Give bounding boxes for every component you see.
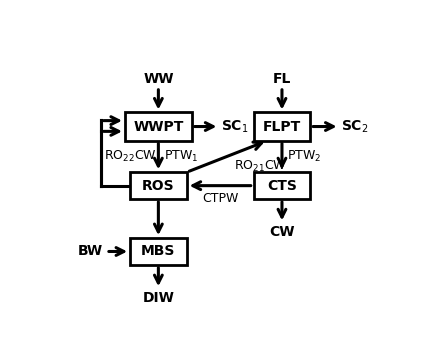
Bar: [254, 172, 310, 199]
Text: CTPW: CTPW: [202, 192, 238, 205]
Bar: [130, 238, 187, 265]
Bar: [130, 172, 187, 199]
Text: CTS: CTS: [267, 179, 297, 193]
Text: SC$_1$: SC$_1$: [221, 118, 249, 135]
Text: WW: WW: [143, 72, 174, 86]
Text: PTW$_1$: PTW$_1$: [163, 149, 198, 164]
Text: RO$_{21}$CW: RO$_{21}$CW: [234, 159, 287, 174]
Text: DIW: DIW: [143, 291, 174, 305]
Text: FL: FL: [273, 72, 291, 86]
Bar: [254, 112, 310, 141]
Bar: [125, 112, 192, 141]
Text: PTW$_2$: PTW$_2$: [287, 149, 321, 164]
Text: BW: BW: [78, 245, 103, 259]
Text: ROS: ROS: [142, 179, 175, 193]
Text: RO$_{22}$CW: RO$_{22}$CW: [104, 149, 156, 164]
Text: WWPT: WWPT: [133, 119, 183, 134]
Text: SC$_2$: SC$_2$: [341, 118, 369, 135]
Text: CW: CW: [269, 225, 295, 239]
Text: FLPT: FLPT: [263, 119, 301, 134]
Text: MBS: MBS: [141, 245, 175, 259]
